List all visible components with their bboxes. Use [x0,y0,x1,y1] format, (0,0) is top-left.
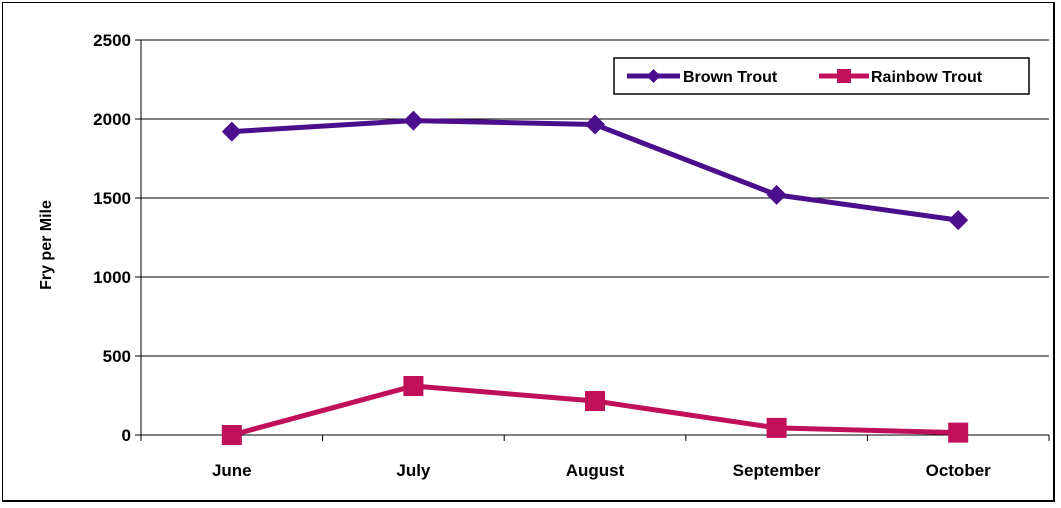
series-brown-trout [221,110,969,231]
x-tick-label: October [926,461,992,480]
series-group [221,110,969,445]
legend-label: Rainbow Trout [871,69,983,86]
legend-item: Brown Trout [627,69,778,86]
x-tick-label: July [396,461,431,480]
y-tick-label: 2500 [93,31,131,50]
data-point [766,184,787,205]
y-tick-label: 2000 [93,110,131,129]
series-rainbow-trout [221,376,969,445]
data-point [948,422,969,443]
legend-marker [646,69,661,83]
legend-box [613,57,1030,95]
legend-item: Rainbow Trout [819,69,983,86]
data-point [403,110,424,131]
gridlines [141,39,1049,357]
y-tick-label: 0 [122,426,131,445]
y-tick-labels: 0 500 1000 1500 2000 2500 [93,31,131,445]
y-tick-label: 1000 [93,268,131,287]
series-line [231,118,959,223]
data-point [766,417,787,438]
data-point [585,391,605,412]
x-tick-label: September [733,461,821,480]
data-point [221,425,242,445]
legend: Brown Trout Rainbow Trout [613,57,1030,95]
y-axis-label: Fry per Mile [38,200,55,290]
axes [135,39,1050,441]
x-tick-label: August [566,461,625,480]
data-point [585,114,605,135]
x-tick-label: June [212,461,252,480]
data-point [948,210,969,231]
data-point [403,376,424,397]
legend-marker [837,69,851,83]
legend-label: Brown Trout [683,69,778,86]
y-tick-label: 500 [103,347,131,366]
y-tick-label: 1500 [93,189,131,208]
x-tick-labels: June July August September October [212,461,991,480]
data-point [221,121,242,142]
